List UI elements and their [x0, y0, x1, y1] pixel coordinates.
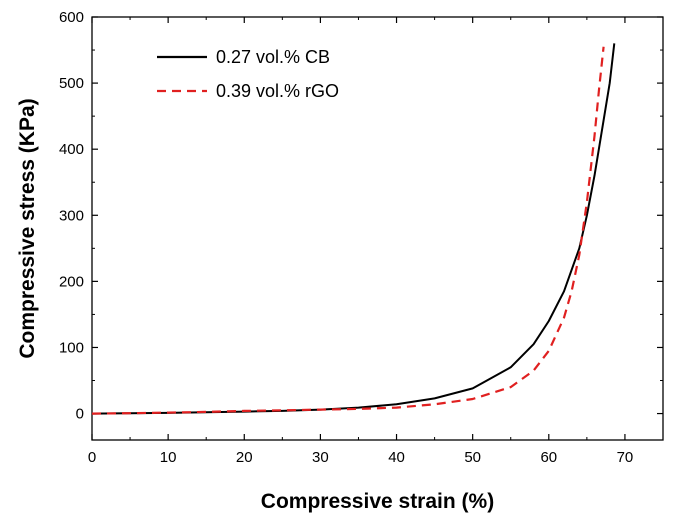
y-tick-label: 0: [76, 406, 84, 423]
series-line-1: [91, 46, 605, 415]
legend-label-1: 0.39 vol.% rGO: [216, 81, 339, 101]
x-tick-label: 10: [160, 449, 177, 466]
plot-frame: [91, 16, 664, 441]
y-tick-label: 500: [59, 75, 84, 92]
x-tick-label: 20: [236, 449, 253, 466]
x-tick-label: 50: [464, 449, 481, 466]
series-layer: [91, 43, 616, 415]
y-axis: 0 100 200 300 400 500 600: [59, 9, 663, 423]
y-tick-label: 600: [59, 9, 84, 26]
x-axis: 0 10 20 30 40 50 60 70: [88, 17, 633, 466]
x-tick-label: 30: [312, 449, 329, 466]
x-tick-label: 0: [88, 449, 96, 466]
y-tick-label: 300: [59, 207, 84, 224]
x-tick-label: 40: [388, 449, 405, 466]
y-axis-title: Compressive stress (KPa): [16, 98, 39, 358]
series-line-0: [91, 43, 616, 415]
plot-border: [91, 16, 664, 441]
y-tick-label: 400: [59, 141, 84, 158]
legend-label-0: 0.27 vol.% CB: [216, 47, 330, 67]
x-tick-label: 70: [617, 449, 634, 466]
legend: 0.27 vol.% CB 0.39 vol.% rGO: [157, 47, 339, 101]
x-axis-title: Compressive strain (%): [261, 490, 494, 513]
x-tick-label: 60: [540, 449, 557, 466]
y-tick-label: 200: [59, 273, 84, 290]
y-tick-label: 100: [59, 339, 84, 356]
